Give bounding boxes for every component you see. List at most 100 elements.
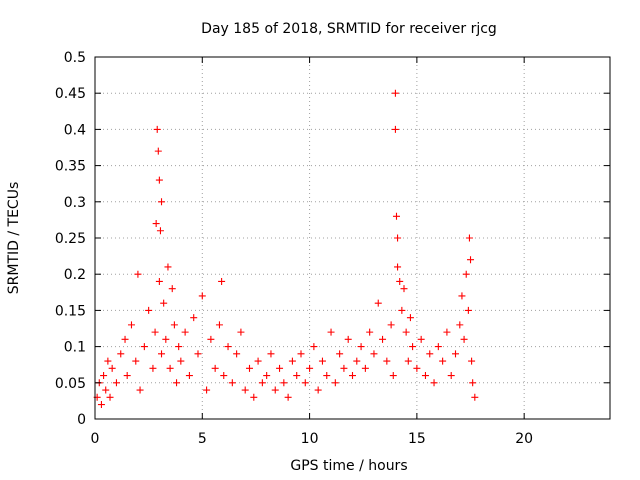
data-point — [318, 357, 326, 365]
data-point — [100, 372, 108, 380]
data-point — [389, 372, 397, 380]
data-point — [152, 220, 160, 228]
data-point — [327, 328, 335, 336]
y-tick-label: 0.45 — [55, 86, 86, 102]
data-point — [409, 343, 417, 351]
data-point — [207, 335, 215, 343]
data-point — [331, 379, 339, 387]
data-point — [465, 234, 473, 242]
data-point — [398, 306, 406, 314]
data-point — [97, 401, 105, 409]
y-tick-label: 0.5 — [64, 50, 86, 66]
data-point — [127, 321, 135, 329]
data-point — [392, 212, 400, 220]
data-point — [297, 350, 305, 358]
data-point — [323, 372, 331, 380]
data-point — [185, 372, 193, 380]
data-point — [280, 379, 288, 387]
data-point — [301, 379, 309, 387]
data-point — [220, 372, 228, 380]
y-tick-label: 0.05 — [55, 376, 86, 392]
data-point — [447, 372, 455, 380]
data-point — [430, 379, 438, 387]
data-point — [394, 234, 402, 242]
data-point — [149, 364, 157, 372]
data-point — [233, 350, 241, 358]
data-point — [160, 299, 168, 307]
data-point — [145, 306, 153, 314]
data-point — [458, 292, 466, 300]
x-tick-label: 20 — [515, 431, 533, 447]
data-point — [276, 364, 284, 372]
data-point — [158, 350, 166, 358]
data-point — [460, 335, 468, 343]
y-tick-label: 0.2 — [64, 267, 86, 283]
data-point — [402, 328, 410, 336]
data-point — [117, 350, 125, 358]
x-tick-label: 5 — [198, 431, 207, 447]
data-point — [391, 89, 399, 97]
data-point — [198, 292, 206, 300]
data-point — [153, 125, 161, 133]
data-point — [166, 364, 174, 372]
y-tick-label: 0.15 — [55, 303, 86, 319]
data-point — [413, 364, 421, 372]
y-tick-label: 0.4 — [64, 122, 86, 138]
data-point — [293, 372, 301, 380]
data-point — [121, 335, 129, 343]
data-point — [267, 350, 275, 358]
data-point — [177, 357, 185, 365]
data-point — [155, 277, 163, 285]
grid-layer — [95, 57, 610, 419]
data-point — [168, 285, 176, 293]
data-point — [396, 277, 404, 285]
data-point — [370, 350, 378, 358]
data-point — [306, 364, 314, 372]
data-point — [314, 386, 322, 394]
data-point — [357, 343, 365, 351]
data-point — [340, 364, 348, 372]
data-point — [175, 343, 183, 351]
data-point — [434, 343, 442, 351]
x-tick-label: 15 — [408, 431, 426, 447]
data-point — [132, 357, 140, 365]
data-point — [443, 328, 451, 336]
data-point — [134, 270, 142, 278]
y-tick-label: 0 — [77, 412, 86, 428]
data-point — [203, 386, 211, 394]
data-point — [112, 379, 120, 387]
data-point — [374, 299, 382, 307]
data-point — [310, 343, 318, 351]
data-point — [228, 379, 236, 387]
data-point — [439, 357, 447, 365]
chart-title: Day 185 of 2018, SRMTID for receiver rjc… — [201, 21, 497, 37]
data-point — [391, 125, 399, 133]
y-tick-label: 0.25 — [55, 231, 86, 247]
data-point — [140, 343, 148, 351]
data-point — [353, 357, 361, 365]
data-point — [468, 357, 476, 365]
data-point — [241, 386, 249, 394]
data-point — [263, 372, 271, 380]
data-point — [349, 372, 356, 380]
data-point — [158, 198, 166, 206]
data-point — [288, 357, 296, 365]
data-point — [108, 364, 116, 372]
data-point — [336, 350, 344, 358]
data-point — [467, 256, 475, 264]
data-point — [254, 357, 262, 365]
data-point — [421, 372, 429, 380]
data-point — [154, 147, 162, 155]
data-point — [218, 277, 226, 285]
data-point — [361, 364, 369, 372]
data-point — [136, 386, 144, 394]
data-point — [426, 350, 434, 358]
data-point — [164, 263, 172, 271]
data-point — [194, 350, 202, 358]
data-point — [104, 357, 112, 365]
data-point — [211, 364, 219, 372]
y-axis-label: SRMTID / TECUs — [6, 182, 22, 295]
x-tick-label: 0 — [91, 431, 100, 447]
